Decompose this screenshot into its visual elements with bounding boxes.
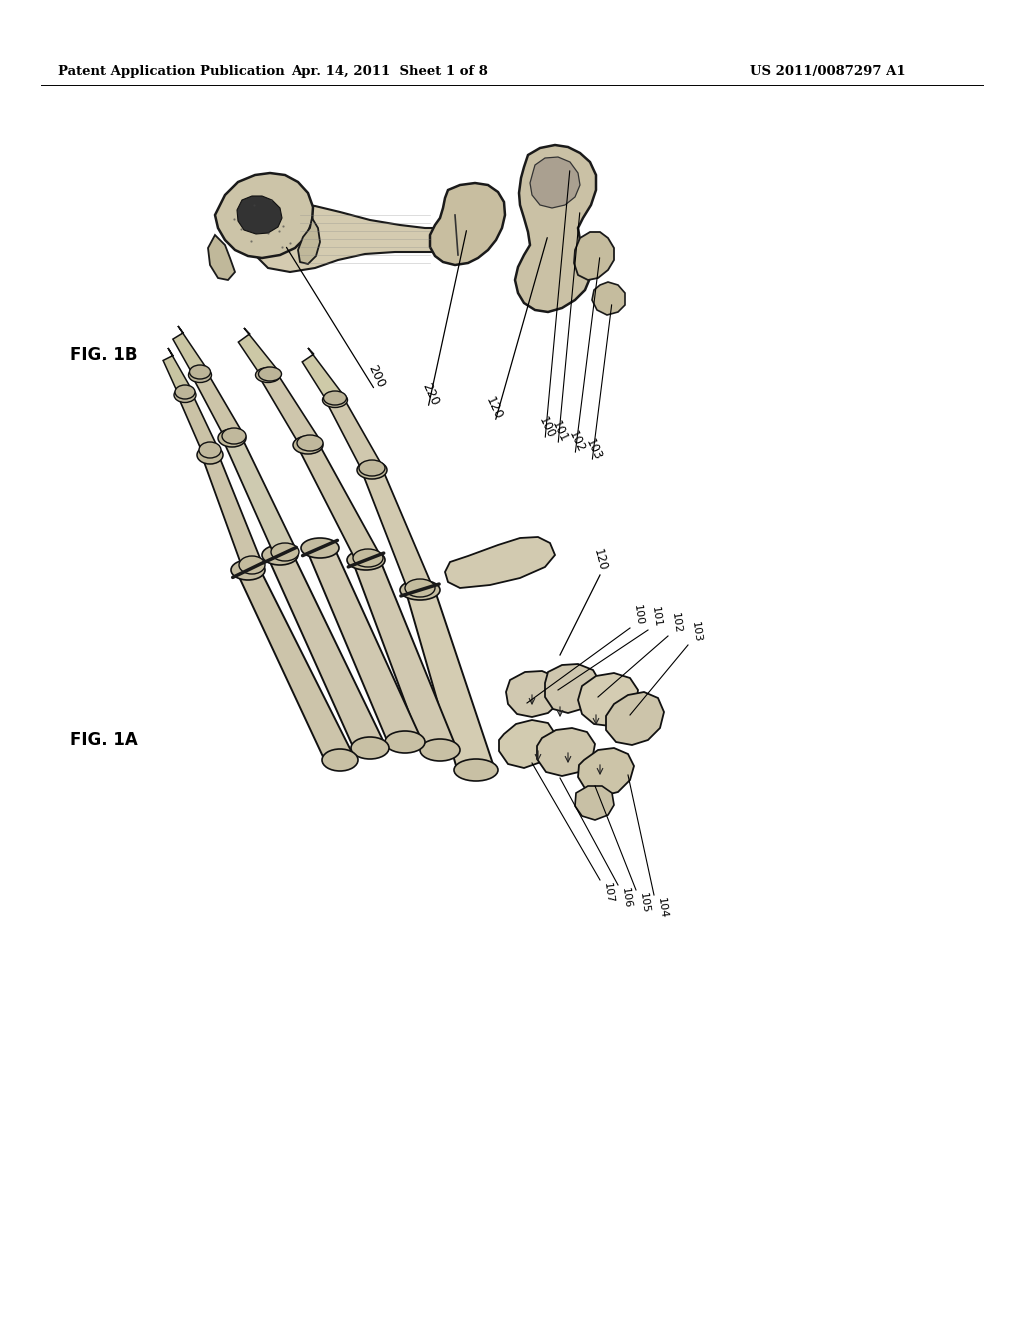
Polygon shape — [537, 729, 595, 776]
Text: US 2011/0087297 A1: US 2011/0087297 A1 — [750, 66, 905, 78]
Ellipse shape — [218, 429, 246, 447]
Text: 100: 100 — [632, 603, 645, 626]
Ellipse shape — [385, 731, 425, 752]
Polygon shape — [194, 371, 242, 441]
Polygon shape — [237, 195, 282, 234]
Polygon shape — [578, 748, 634, 796]
Text: Patent Application Publication: Patent Application Publication — [58, 66, 285, 78]
Polygon shape — [578, 673, 638, 726]
Ellipse shape — [197, 446, 223, 465]
Polygon shape — [298, 218, 319, 264]
Text: FIG. 1A: FIG. 1A — [70, 731, 138, 748]
Polygon shape — [215, 173, 313, 257]
Ellipse shape — [271, 543, 299, 561]
Polygon shape — [173, 326, 207, 376]
Ellipse shape — [174, 388, 196, 403]
Polygon shape — [362, 466, 431, 593]
Ellipse shape — [454, 759, 498, 781]
Ellipse shape — [400, 579, 440, 601]
Polygon shape — [239, 565, 352, 766]
Text: 120: 120 — [591, 546, 609, 572]
Ellipse shape — [258, 367, 282, 381]
Text: 103: 103 — [584, 437, 604, 462]
Ellipse shape — [222, 428, 246, 444]
Polygon shape — [255, 202, 470, 272]
Ellipse shape — [406, 579, 435, 597]
Polygon shape — [354, 556, 455, 756]
Text: 106: 106 — [620, 887, 633, 909]
Text: 104: 104 — [656, 898, 669, 919]
Ellipse shape — [324, 391, 346, 405]
Polygon shape — [499, 719, 556, 768]
Ellipse shape — [359, 459, 385, 477]
Ellipse shape — [357, 461, 387, 479]
Text: 102: 102 — [670, 611, 683, 634]
Polygon shape — [261, 371, 318, 449]
Text: FIG. 1B: FIG. 1B — [70, 346, 137, 364]
Text: 101: 101 — [650, 606, 663, 628]
Text: 105: 105 — [638, 892, 651, 915]
Ellipse shape — [189, 366, 211, 379]
Polygon shape — [574, 232, 614, 280]
Ellipse shape — [199, 442, 221, 458]
Ellipse shape — [347, 550, 385, 570]
Polygon shape — [203, 453, 261, 569]
Polygon shape — [545, 664, 600, 713]
Polygon shape — [224, 434, 295, 557]
Ellipse shape — [293, 436, 323, 454]
Text: 120: 120 — [483, 395, 505, 422]
Text: 103: 103 — [690, 620, 702, 643]
Polygon shape — [208, 235, 234, 280]
Polygon shape — [308, 543, 420, 748]
Polygon shape — [178, 392, 217, 453]
Polygon shape — [606, 692, 664, 744]
Polygon shape — [445, 537, 555, 587]
Ellipse shape — [323, 392, 347, 408]
Text: 100: 100 — [537, 414, 558, 440]
Text: Apr. 14, 2011  Sheet 1 of 8: Apr. 14, 2011 Sheet 1 of 8 — [292, 66, 488, 78]
Polygon shape — [163, 348, 191, 395]
Text: 101: 101 — [550, 420, 570, 445]
Polygon shape — [299, 441, 379, 564]
Ellipse shape — [420, 739, 460, 762]
Ellipse shape — [188, 367, 212, 383]
Ellipse shape — [353, 549, 383, 568]
Ellipse shape — [231, 560, 265, 579]
Text: 200: 200 — [366, 363, 387, 389]
Text: 102: 102 — [566, 429, 588, 455]
Ellipse shape — [297, 436, 323, 451]
Ellipse shape — [301, 539, 339, 558]
Polygon shape — [239, 327, 276, 379]
Polygon shape — [269, 550, 384, 754]
Polygon shape — [407, 586, 494, 775]
Polygon shape — [515, 145, 596, 312]
Ellipse shape — [175, 385, 195, 399]
Ellipse shape — [262, 545, 298, 565]
Polygon shape — [302, 348, 342, 403]
Polygon shape — [328, 396, 381, 473]
Polygon shape — [506, 671, 563, 717]
Polygon shape — [575, 785, 614, 820]
Polygon shape — [530, 157, 580, 209]
Ellipse shape — [239, 556, 265, 574]
Text: 220: 220 — [419, 381, 441, 408]
Ellipse shape — [256, 367, 281, 383]
Ellipse shape — [322, 748, 358, 771]
Ellipse shape — [351, 737, 389, 759]
Text: 107: 107 — [602, 882, 614, 904]
Polygon shape — [430, 183, 505, 265]
Polygon shape — [592, 282, 625, 315]
